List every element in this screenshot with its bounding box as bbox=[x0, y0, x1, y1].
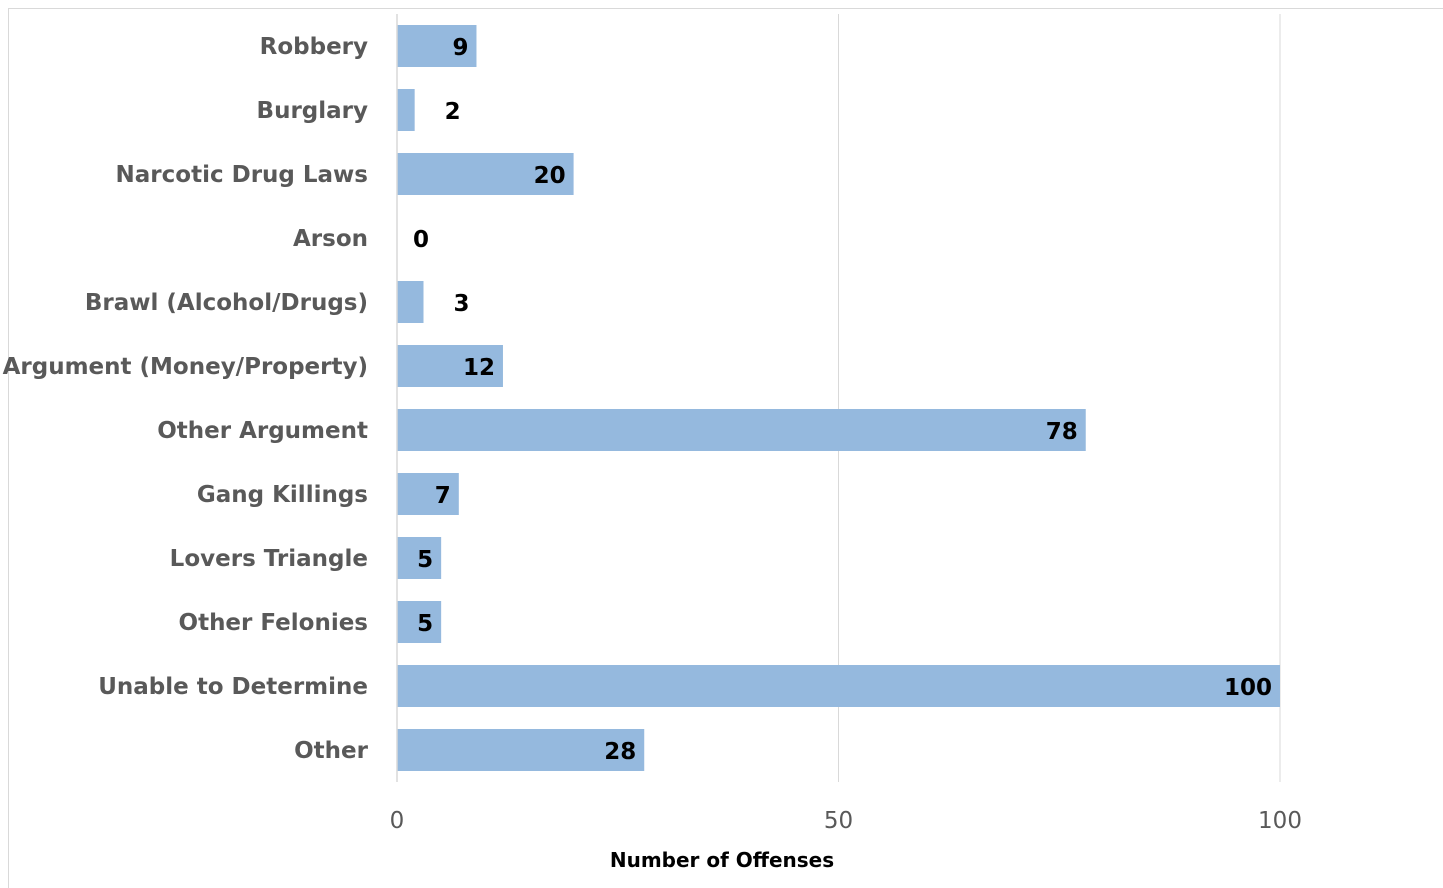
x-tick-label: 50 bbox=[824, 808, 853, 834]
data-label: 28 bbox=[604, 739, 636, 765]
bar bbox=[397, 345, 503, 387]
data-label: 5 bbox=[417, 611, 433, 637]
data-label: 20 bbox=[534, 163, 566, 189]
category-label: Other Argument bbox=[157, 418, 368, 444]
category-label: Robbery bbox=[260, 34, 368, 60]
value-axis: 0 50 100 bbox=[390, 14, 1302, 834]
bar bbox=[397, 89, 415, 131]
category-label: Other bbox=[294, 738, 369, 764]
bars bbox=[397, 25, 1280, 771]
data-label: 2 bbox=[445, 99, 461, 125]
x-tick-label: 0 bbox=[390, 808, 405, 834]
category-label: Narcotic Drug Laws bbox=[116, 162, 368, 188]
data-label: 5 bbox=[417, 547, 433, 573]
category-label: Burglary bbox=[257, 98, 368, 124]
category-label: Gang Killings bbox=[197, 482, 368, 508]
data-label: 78 bbox=[1046, 419, 1078, 445]
category-label: Other Felonies bbox=[179, 610, 368, 636]
x-axis-title: Number of Offenses bbox=[610, 848, 834, 872]
category-label: Brawl (Alcohol/Drugs) bbox=[85, 290, 368, 316]
data-label: 12 bbox=[463, 355, 495, 381]
labels: Robbery 9 Burglary 2 Narcotic Drug Laws 20 Ars… bbox=[3, 34, 1272, 765]
category-label: Argument (Money/Property) bbox=[3, 354, 368, 380]
bar bbox=[397, 537, 442, 579]
bar bbox=[397, 665, 1280, 707]
bar bbox=[397, 153, 574, 195]
bar bbox=[397, 473, 459, 515]
bar bbox=[397, 25, 477, 67]
bar bbox=[397, 409, 1086, 451]
chart-frame bbox=[8, 8, 1443, 888]
category-label: Unable to Determine bbox=[98, 674, 368, 700]
category-label: Lovers Triangle bbox=[170, 546, 368, 572]
data-label: 7 bbox=[435, 483, 451, 509]
data-label: 0 bbox=[413, 227, 429, 253]
bar bbox=[397, 601, 442, 643]
data-label: 3 bbox=[453, 291, 469, 317]
data-label: 100 bbox=[1224, 675, 1272, 701]
gridlines bbox=[838, 14, 1281, 782]
data-label: 9 bbox=[452, 35, 468, 61]
bar bbox=[397, 729, 645, 771]
category-label: Arson bbox=[293, 226, 368, 252]
bar bbox=[397, 281, 424, 323]
x-tick-label: 100 bbox=[1258, 808, 1302, 834]
